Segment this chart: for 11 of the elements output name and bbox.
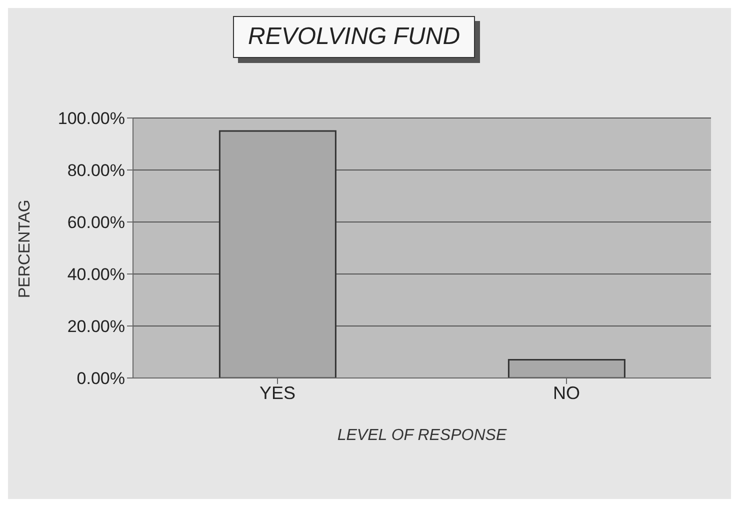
y-tick-label: 0.00% bbox=[76, 369, 125, 388]
y-tick-label: 20.00% bbox=[67, 317, 125, 336]
x-axis-title: LEVEL OF RESPONSE bbox=[337, 427, 507, 444]
x-tick-label: YES bbox=[259, 382, 296, 403]
x-tick-label: NO bbox=[553, 382, 580, 403]
y-tick-label: 40.00% bbox=[67, 265, 125, 284]
y-tick-label: 80.00% bbox=[67, 161, 125, 180]
chart-title: REVOLVING FUND bbox=[233, 16, 476, 58]
y-tick-label: 60.00% bbox=[67, 213, 125, 232]
y-axis-title: PERCENTAG bbox=[16, 200, 34, 298]
y-tick-label: 100.00% bbox=[58, 109, 125, 128]
